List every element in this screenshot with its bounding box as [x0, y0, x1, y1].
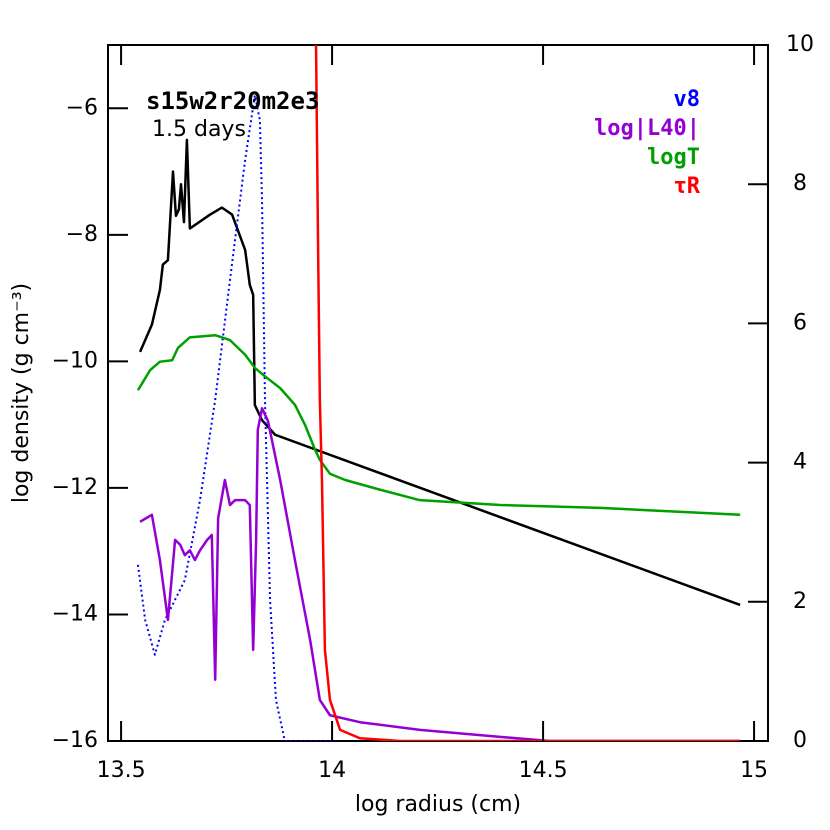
- y2-tick-label: 4: [793, 450, 807, 475]
- y-tick-label: −14: [52, 601, 98, 626]
- plot-area: [136, 45, 741, 741]
- y2-tick-label: 10: [786, 32, 814, 57]
- y-tick-label: −8: [66, 222, 98, 247]
- y2-tick-label: 8: [793, 171, 807, 196]
- x-tick-label: 13.5: [97, 758, 146, 783]
- chart-subtitle: 1.5 days: [152, 117, 246, 142]
- series-line: [136, 94, 341, 741]
- series-line: [314, 45, 741, 741]
- y2-tick-label: 0: [793, 728, 807, 753]
- y-axis-label: log density (g cm⁻³): [9, 283, 34, 503]
- chart-title: s15w2r20m2e3: [146, 87, 319, 115]
- x-tick-label: 14.5: [519, 758, 568, 783]
- legend-entry: logT: [647, 145, 700, 170]
- x-tick-label: 15: [740, 758, 768, 783]
- y-tick-label: −10: [52, 348, 98, 373]
- y2-tick-label: 2: [793, 589, 807, 614]
- y2-tick-label: 6: [793, 310, 807, 335]
- legend-entry: τR: [674, 174, 701, 199]
- series-line: [136, 333, 741, 517]
- series-line: [138, 138, 741, 607]
- series-line: [139, 407, 741, 741]
- y-tick-label: −6: [66, 95, 98, 120]
- x-axis-label: log radius (cm): [355, 792, 521, 817]
- y-tick-label: −16: [52, 728, 98, 753]
- y-tick-label: −12: [52, 475, 98, 500]
- x-tick-label: 14: [318, 758, 346, 783]
- legend-entry: log|L40|: [594, 116, 700, 141]
- legend-entry: v8: [674, 87, 701, 112]
